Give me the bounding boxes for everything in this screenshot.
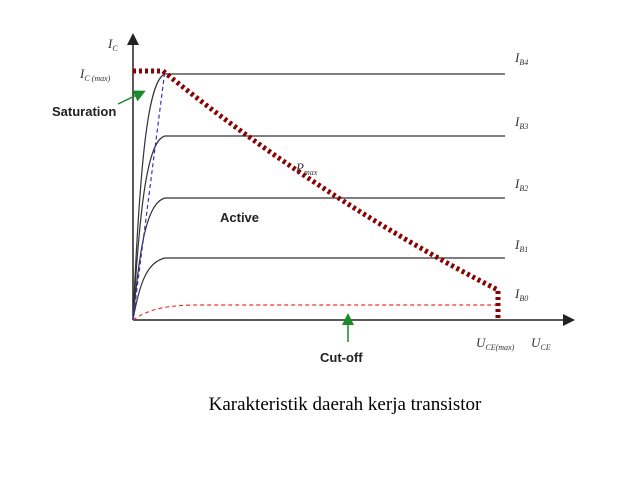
ib-curves (132, 73, 505, 321)
saturation-label: Saturation (52, 104, 116, 119)
ic-label: IC (107, 36, 118, 53)
saturation-line (132, 69, 166, 321)
uce-max-label: UCE(max) (476, 335, 515, 352)
caption: Karakteristik daerah kerja transistor (209, 394, 482, 415)
ib-label: IB2 (514, 176, 528, 193)
figure-bg (52, 18, 575, 368)
ib-label: IB1 (514, 237, 528, 254)
cutoff-label: Cut-off (320, 350, 363, 365)
active-label: Active (220, 210, 259, 225)
pmax-label: Pmax (295, 160, 318, 177)
ib-label: IB0 (514, 286, 528, 303)
saturation-arrow (117, 90, 146, 105)
ic-max-label: IC (max) (79, 66, 111, 83)
ib-label: IB3 (514, 114, 528, 131)
ib0-curve (132, 304, 500, 321)
uce-label: UCE (531, 335, 551, 352)
ib-label: IB4 (514, 50, 528, 67)
